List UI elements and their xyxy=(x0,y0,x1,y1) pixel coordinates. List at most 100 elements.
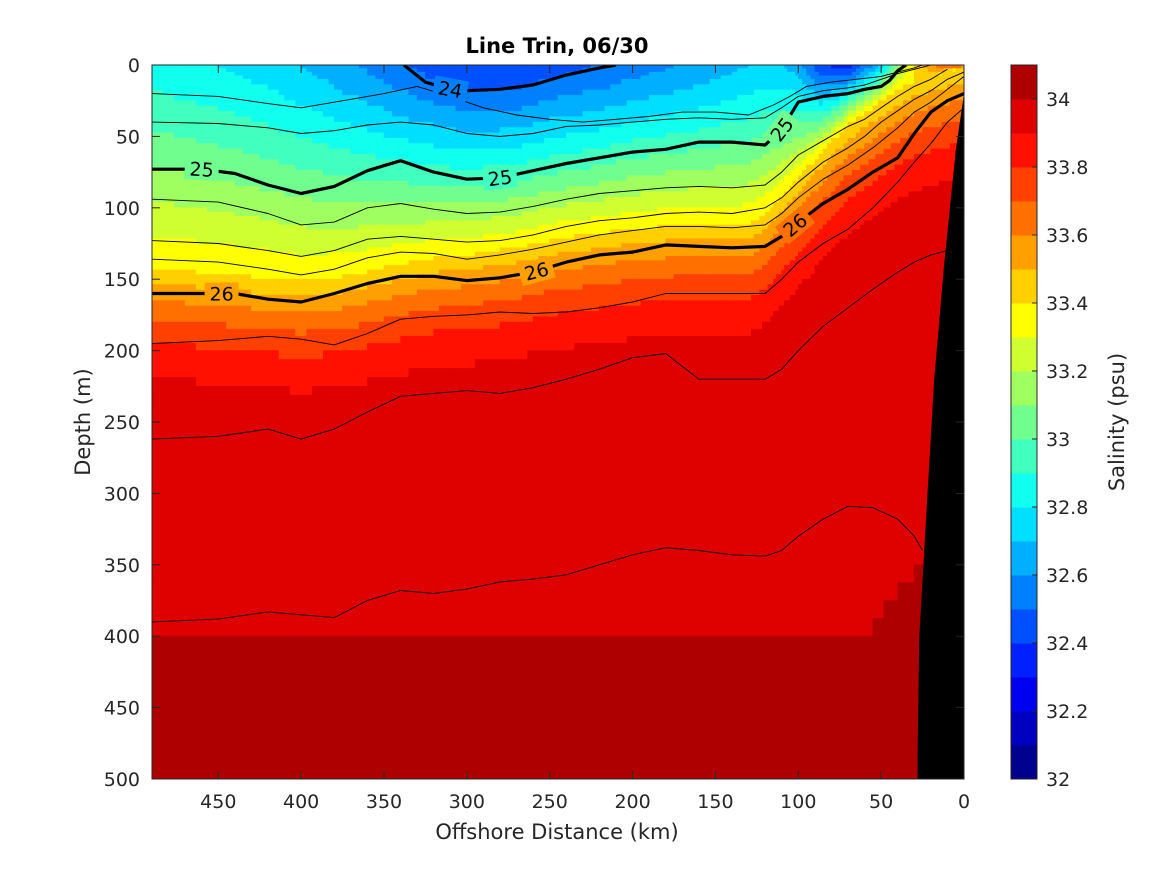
salinity-cell xyxy=(383,143,393,150)
salinity-cell xyxy=(391,316,401,323)
salinity-cell xyxy=(455,582,462,601)
salinity-cell xyxy=(234,368,244,378)
salinity-cell xyxy=(206,256,219,261)
salinity-cell xyxy=(234,68,244,73)
salinity-cell xyxy=(400,137,410,144)
salinity-cell xyxy=(538,725,545,744)
salinity-cell xyxy=(251,336,261,344)
salinity-cell xyxy=(234,305,244,312)
salinity-cell xyxy=(350,111,360,118)
salinity-cell xyxy=(217,274,227,280)
salinity-cell xyxy=(184,68,197,73)
salinity-cell xyxy=(543,321,551,330)
salinity-cell xyxy=(483,289,493,296)
salinity-cell xyxy=(538,618,545,637)
salinity-cell xyxy=(217,132,227,139)
salinity-cell xyxy=(466,336,476,344)
salinity-cell xyxy=(367,403,377,414)
salinity-cell xyxy=(466,582,476,601)
salinity-cell xyxy=(259,71,269,77)
salinity-cell xyxy=(300,475,307,494)
salinity-cell xyxy=(350,84,360,91)
salinity-cell xyxy=(538,600,545,619)
salinity-cell xyxy=(333,689,343,708)
salinity-cell xyxy=(226,564,236,583)
salinity-cell xyxy=(267,403,274,414)
salinity-cell xyxy=(582,148,592,155)
salinity-cell xyxy=(234,180,244,187)
salinity-cell xyxy=(289,116,296,123)
salinity-cell xyxy=(328,132,335,139)
salinity-cell xyxy=(350,274,360,280)
salinity-cell xyxy=(438,269,446,275)
salinity-cell xyxy=(375,359,385,369)
salinity-cell xyxy=(538,546,545,566)
salinity-cell xyxy=(375,336,385,344)
salinity-cell xyxy=(295,725,302,744)
salinity-cell xyxy=(408,743,418,762)
salinity-cell xyxy=(391,243,401,249)
salinity-cell xyxy=(408,78,418,85)
salinity-cell xyxy=(400,439,410,458)
salinity-cell xyxy=(295,564,302,583)
salinity-cell xyxy=(400,564,410,583)
salinity-cell xyxy=(284,368,291,378)
salinity-cell xyxy=(152,386,164,396)
salinity-cell xyxy=(582,316,592,323)
salinity-cell xyxy=(234,89,244,96)
salinity-cell xyxy=(206,582,219,601)
salinity-cell xyxy=(206,689,219,708)
salinity-cell xyxy=(195,260,208,266)
salinity-cell xyxy=(532,247,539,253)
salinity-cell xyxy=(267,65,274,69)
salinity-cell xyxy=(375,493,385,512)
salinity-cell xyxy=(306,343,313,351)
salinity-cell xyxy=(383,116,393,123)
salinity-cell xyxy=(322,394,330,405)
salinity-cell xyxy=(590,600,600,619)
salinity-cell xyxy=(375,635,385,655)
salinity-cell xyxy=(300,350,307,360)
salinity-cell xyxy=(317,68,324,73)
salinity-cell xyxy=(444,75,451,80)
salinity-cell xyxy=(507,284,517,291)
salinity-cell xyxy=(538,321,545,330)
salinity-cell xyxy=(538,229,545,235)
salinity-cell xyxy=(300,175,307,182)
salinity-cell xyxy=(152,582,164,601)
salinity-cell xyxy=(328,321,335,330)
salinity-cell xyxy=(217,137,227,144)
salinity-cell xyxy=(383,100,393,107)
salinity-cell xyxy=(438,105,446,112)
salinity-cell xyxy=(383,510,393,530)
salinity-cell xyxy=(217,216,227,221)
salinity-cell xyxy=(311,111,319,118)
salinity-cell xyxy=(367,207,377,213)
salinity-cell xyxy=(425,377,435,387)
salinity-cell xyxy=(242,493,252,512)
salinity-cell xyxy=(516,359,523,369)
salinity-cell xyxy=(400,294,410,301)
salinity-cell xyxy=(284,671,291,691)
salinity-cell xyxy=(538,159,545,166)
salinity-cell xyxy=(383,546,393,566)
salinity-cell xyxy=(444,493,451,512)
salinity-cell xyxy=(574,180,584,187)
salinity-cell xyxy=(284,71,291,77)
salinity-cell xyxy=(152,457,164,476)
salinity-cell xyxy=(173,175,186,182)
salinity-cell xyxy=(474,439,484,458)
salinity-cell xyxy=(549,148,559,155)
salinity-cell xyxy=(527,289,534,296)
salinity-cell xyxy=(543,546,551,566)
salinity-cell xyxy=(527,202,534,209)
salinity-cell xyxy=(289,546,296,566)
salinity-cell xyxy=(590,403,600,414)
salinity-cell xyxy=(350,251,360,257)
salinity-cell xyxy=(234,582,244,601)
salinity-cell xyxy=(461,359,468,369)
salinity-cell xyxy=(549,377,559,387)
salinity-cell xyxy=(574,377,584,387)
salinity-cell xyxy=(455,439,462,458)
salinity-cell xyxy=(565,600,575,619)
